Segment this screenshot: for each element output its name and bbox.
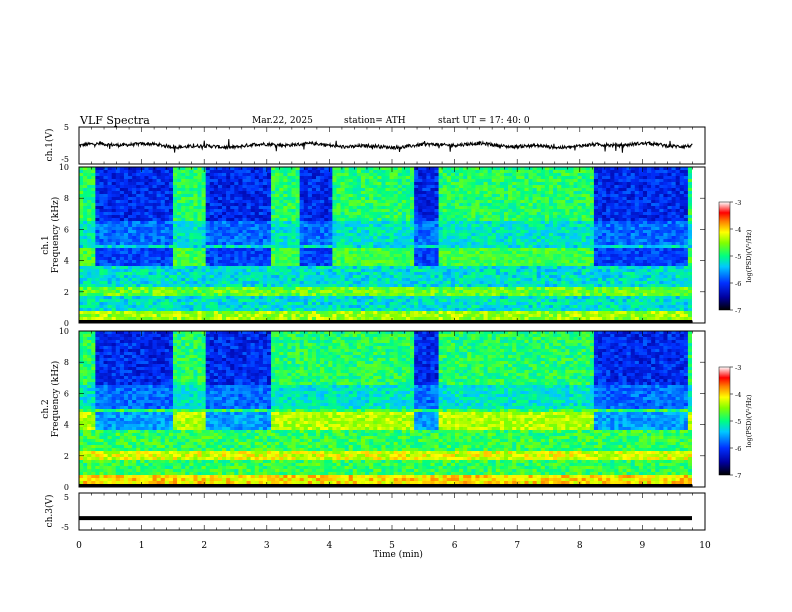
figure-title: VLF Spectra [79, 114, 150, 127]
colorbar-tick-label: -4 [735, 226, 741, 234]
colorbar-tick-label: -7 [735, 472, 741, 480]
freq-tick-label: 6 [64, 225, 69, 234]
freq-tick-label: 6 [64, 389, 69, 398]
vlf-spectra-figure: VLF Spectra Mar.22, 2025 station= ATH st… [0, 0, 792, 612]
ch1-spec-ylabel-bottom: Frequency (kHz) [50, 197, 61, 274]
freq-tick-label: 4 [64, 257, 69, 266]
ch1-ytick-top: 5 [64, 123, 69, 132]
ch2-spectrogram-panel: 0 2 4 6 8 10 ch.2 Frequency (kHz) [41, 327, 705, 492]
ch3-ylabel: ch.3(V) [44, 495, 55, 528]
colorbar-tick-label: -5 [735, 418, 741, 426]
colorbar-tick-label: -5 [735, 253, 741, 261]
freq-tick-label: 10 [59, 327, 69, 336]
ch2-colorbar-label: log(PSD)(V²/Hz) [745, 394, 753, 447]
freq-tick-label: 2 [64, 452, 69, 461]
freq-tick-label: 8 [64, 194, 69, 203]
freq-tick-label: 2 [64, 288, 69, 297]
ch1-colorbar-label: log(PSD)(V²/Hz) [745, 229, 753, 282]
station-label: station= ATH [344, 116, 406, 126]
ch1-waveform-panel: 5 -5 ch.1(V) [44, 123, 705, 164]
colorbar-tick-label: -3 [735, 364, 741, 372]
x-tick-label: 10 [699, 541, 711, 551]
x-tick-label: 3 [264, 541, 270, 551]
ch2-spec-ylabel-top: ch.2 [41, 399, 51, 418]
ch1-colorbar: -3 -4 -5 -6 -7 log(PSD)(V²/Hz) [719, 199, 753, 315]
colorbar-tick-label: -6 [735, 445, 741, 453]
colorbar-tick-label: -4 [735, 391, 741, 399]
x-tick-label: 7 [514, 541, 520, 551]
x-axis-label: Time (min) [373, 549, 423, 560]
x-tick-label: 0 [76, 541, 82, 551]
ch2-spec-ylabel-bottom: Frequency (kHz) [50, 361, 61, 438]
ch1-ylabel: ch.1(V) [44, 129, 55, 162]
freq-tick-label: 4 [64, 421, 69, 430]
date-label: Mar.22, 2025 [252, 116, 313, 126]
ch1-spec-ylabel-top: ch.1 [41, 235, 51, 254]
colorbar-tick-label: -7 [735, 307, 741, 315]
x-tick-label: 8 [577, 541, 583, 551]
ch3-ytick-top: 5 [64, 493, 69, 502]
freq-tick-label: 10 [59, 163, 69, 172]
freq-tick-label: 8 [64, 358, 69, 367]
ch3-ytick-bottom: -5 [61, 523, 69, 532]
ch3-waveform-panel: 5 -5 ch.3(V) [44, 493, 705, 532]
ch2-colorbar: -3 -4 -5 -6 -7 log(PSD)(V²/Hz) [719, 364, 753, 480]
start-time-label: start UT = 17: 40: 0 [438, 116, 530, 126]
colorbar-tick-label: -3 [735, 199, 741, 207]
x-tick-label: 9 [640, 541, 646, 551]
freq-tick-label: 0 [64, 483, 69, 492]
x-tick-label: 4 [327, 541, 333, 551]
colorbar-tick-label: -6 [735, 280, 741, 288]
x-tick-label: 1 [139, 541, 145, 551]
x-tick-label: 6 [452, 541, 458, 551]
x-tick-label: 2 [201, 541, 207, 551]
